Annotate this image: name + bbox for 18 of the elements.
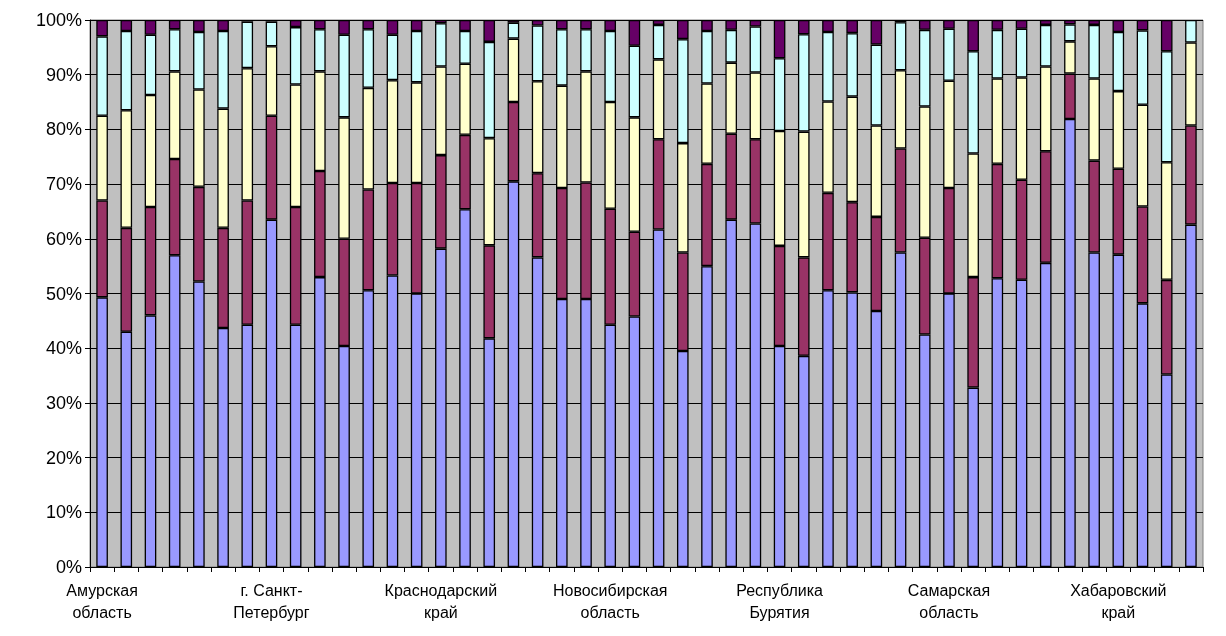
x-tick-label: Новосибирская область [552, 581, 668, 621]
x-tick-label: Краснодарский край [384, 581, 498, 621]
x-tick-label: Республика Бурятия [736, 581, 824, 621]
y-tick-label: 60% [45, 228, 82, 249]
y-tick-label: 20% [45, 447, 82, 468]
x-tick-label: Хабаровский край [1070, 581, 1167, 621]
y-tick-label: 0% [55, 557, 82, 577]
y-tick-label: 90% [45, 64, 82, 85]
y-tick-label: 10% [45, 502, 82, 523]
y-tick-label: 80% [45, 119, 82, 140]
y-tick-label: 40% [45, 338, 82, 359]
x-tick-label: Амурская область [66, 581, 138, 621]
x-tick-label: Самарская область [907, 581, 991, 621]
y-tick-label: 30% [45, 392, 82, 413]
y-tick-label: 70% [45, 174, 82, 195]
y-tick-label: 50% [45, 283, 82, 304]
y-tick-label: 100% [35, 10, 82, 30]
x-tick-label: г. Санкт-Петербург [233, 581, 310, 621]
